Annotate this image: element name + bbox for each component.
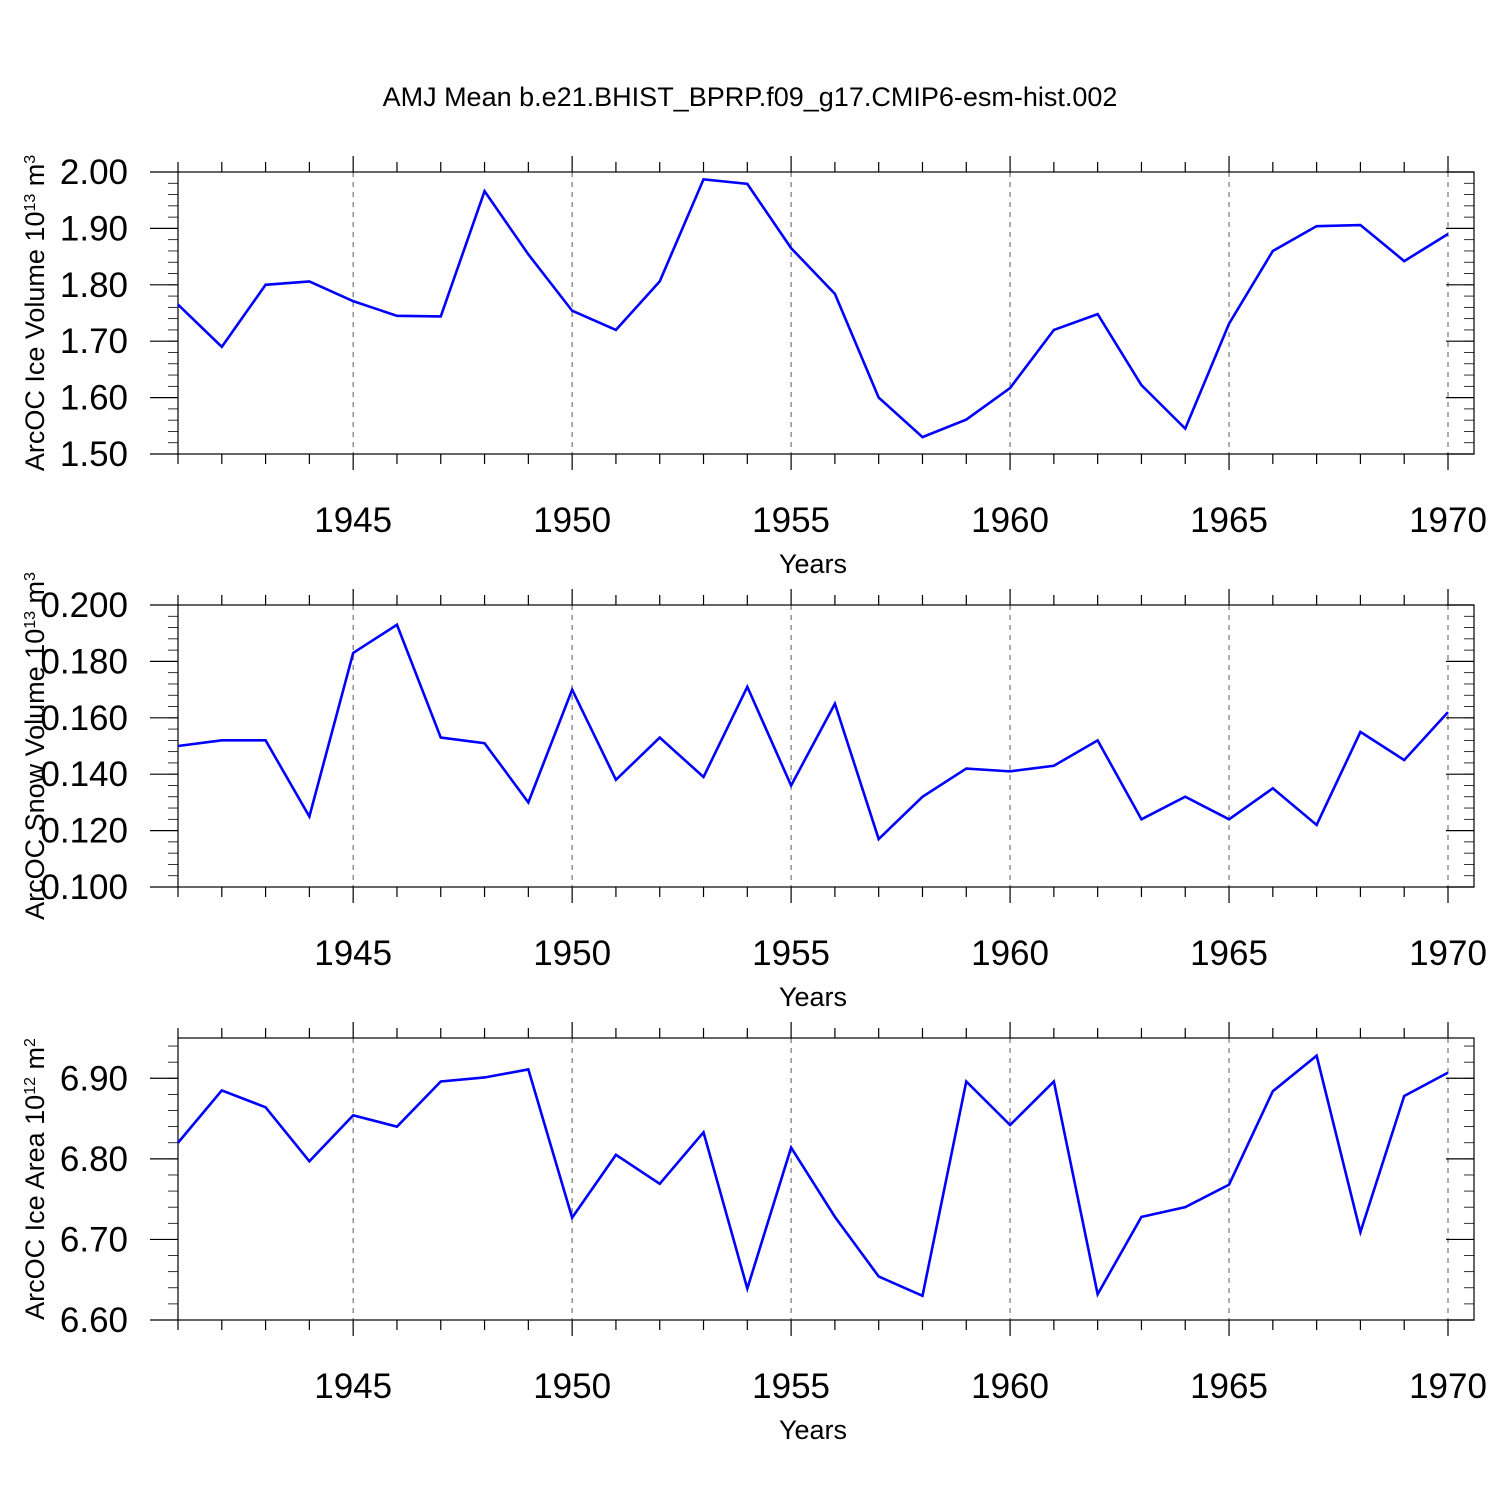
y-axis-label-superscript: 12: [22, 1077, 39, 1095]
y-tick-label: 6.70: [60, 1220, 128, 1259]
x-tick-label: 1945: [314, 1367, 392, 1406]
y-tick-label: 0.140: [40, 755, 128, 794]
x-tick-label: 1950: [533, 1367, 611, 1406]
series-line: [178, 1056, 1448, 1296]
x-axis-label: Years: [779, 982, 847, 1012]
x-tick-label: 1960: [971, 934, 1049, 973]
series-line: [178, 179, 1448, 437]
y-axis-label-superscript: 3: [22, 155, 39, 164]
x-tick-label: 1965: [1190, 501, 1268, 540]
x-tick-label: 1960: [971, 1367, 1049, 1406]
y-axis-label-text: m: [20, 164, 50, 194]
y-tick-label: 1.70: [60, 322, 128, 361]
x-tick-label: 1965: [1190, 1367, 1268, 1406]
y-tick-label: 1.80: [60, 266, 128, 305]
y-axis-label-text: ArcOC Ice Area 10: [20, 1095, 50, 1320]
y-tick-label: 6.60: [60, 1301, 128, 1340]
y-axis-label-text: ArcOC Ice Volume 10: [20, 212, 50, 472]
x-tick-label: 1970: [1409, 1367, 1487, 1406]
y-tick-label: 6.80: [60, 1140, 128, 1179]
y-axis-label-text: m: [20, 1047, 50, 1077]
y-axis-label-superscript: 13: [22, 194, 39, 212]
y-tick-label: 1.90: [60, 209, 128, 248]
y-axis-label: ArcOC Ice Volume 1013 m3: [20, 155, 50, 471]
chart-panel-3: 1945 1950 1955 1960 1965 1970 6.60 6.70 6.80 6.90…: [20, 1022, 1487, 1445]
x-axis-label: Years: [779, 1415, 847, 1445]
y-axis-label: ArcOC Ice Area 1012 m2: [20, 1038, 50, 1320]
x-tick-label: 1960: [971, 501, 1049, 540]
x-tick-label: 1955: [752, 934, 830, 973]
x-tick-label: 1950: [533, 934, 611, 973]
x-tick-label: 1970: [1409, 934, 1487, 973]
x-tick-label: 1950: [533, 501, 611, 540]
chart-panel-2: 1945 1950 1955 1960 1965 1970 0.100 0.120 0.140 0…: [20, 572, 1487, 1012]
x-axis-label: Years: [779, 549, 847, 579]
y-axis-label-superscript: 3: [22, 572, 39, 581]
y-tick-label: 0.160: [40, 699, 128, 738]
series-line: [178, 625, 1448, 839]
x-tick-label: 1955: [752, 1367, 830, 1406]
y-axis-label-superscript: 2: [22, 1038, 39, 1047]
y-tick-label: 1.50: [60, 435, 128, 474]
y-tick-label: 0.180: [40, 642, 128, 681]
y-axis-label-text: ArcOC Snow Volume 10: [20, 629, 50, 920]
x-tick-label: 1945: [314, 934, 392, 973]
x-tick-label: 1945: [314, 501, 392, 540]
y-tick-label: 0.100: [40, 868, 128, 907]
y-tick-label: 0.120: [40, 812, 128, 851]
y-axis-label-text: m: [20, 581, 50, 611]
figure-title: AMJ Mean b.e21.BHIST_BPRP.f09_g17.CMIP6-…: [383, 82, 1118, 112]
x-tick-label: 1955: [752, 501, 830, 540]
plot-frame: [178, 605, 1474, 887]
plot-frame: [178, 172, 1474, 454]
y-tick-label: 0.200: [40, 586, 128, 625]
x-tick-label: 1965: [1190, 934, 1268, 973]
plot-frame: [178, 1038, 1474, 1320]
y-tick-label: 6.90: [60, 1059, 128, 1098]
chart-panel-1: 1945 1950 1955 1960 1965 1970 1.50 1.60 1.70 1.80…: [20, 153, 1487, 579]
y-tick-label: 2.00: [60, 153, 128, 192]
y-axis-label-superscript: 13: [22, 611, 39, 629]
y-tick-label: 1.60: [60, 379, 128, 418]
x-tick-label: 1970: [1409, 501, 1487, 540]
